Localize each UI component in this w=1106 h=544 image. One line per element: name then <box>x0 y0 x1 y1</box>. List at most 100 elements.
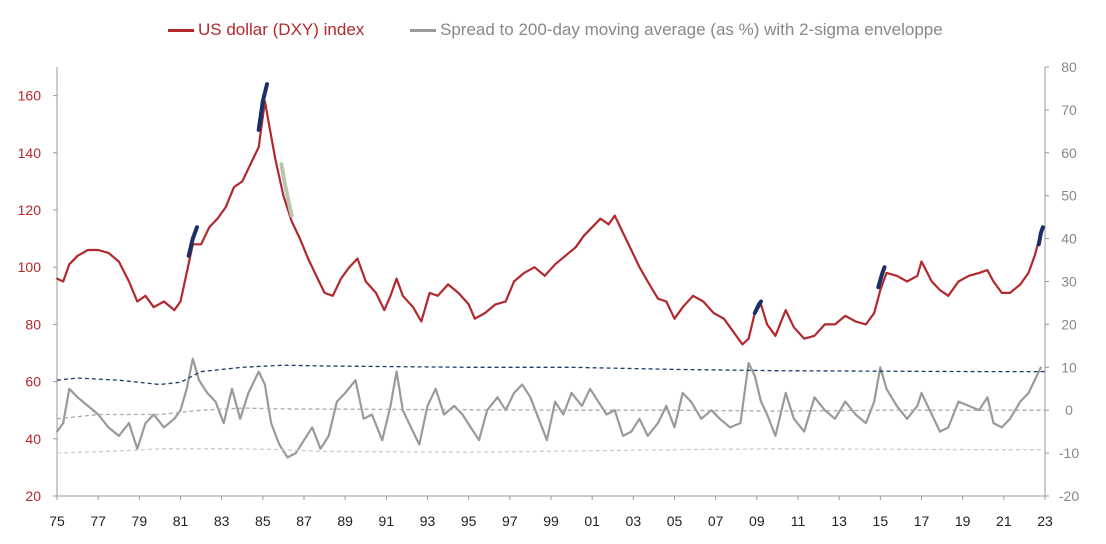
series-point-0 <box>76 254 79 257</box>
highlight-layer <box>186 82 1045 315</box>
series-point-1 <box>613 409 616 412</box>
series-point-1 <box>1040 366 1042 369</box>
series-point-0 <box>323 292 326 294</box>
series-point-0 <box>97 249 100 251</box>
series-point-1 <box>939 430 941 433</box>
series-point-1 <box>986 396 989 399</box>
series-point-1 <box>434 387 437 390</box>
series-point-0 <box>224 206 227 209</box>
series-point-1 <box>264 383 266 386</box>
series-point-1 <box>638 417 641 420</box>
series-point-1 <box>117 435 120 437</box>
series-point-1 <box>978 409 980 412</box>
y-right-tick-label: 40 <box>1061 231 1077 247</box>
series-point-1 <box>739 422 742 424</box>
y-right-tick-label: 20 <box>1061 316 1077 332</box>
series-point-0 <box>1033 254 1036 257</box>
series-point-1 <box>286 456 289 459</box>
series-point-0 <box>712 312 715 314</box>
series-point-1 <box>813 396 816 399</box>
series-point-1 <box>681 392 684 394</box>
x-tick-label: 01 <box>584 513 600 529</box>
series-point-1 <box>854 413 857 416</box>
series-point-1 <box>718 417 721 420</box>
series-point-1 <box>597 400 600 403</box>
series-point-0 <box>673 317 676 320</box>
series-point-1 <box>622 435 624 437</box>
series-point-1 <box>327 435 330 437</box>
series-point-1 <box>62 422 65 424</box>
series-point-0 <box>967 274 970 277</box>
series-point-1 <box>895 405 898 407</box>
y-left-tick-label: 80 <box>25 316 41 332</box>
series-point-0 <box>56 277 58 280</box>
series-point-0 <box>241 180 244 183</box>
series-point-1 <box>144 422 147 424</box>
series-point-0 <box>692 294 694 297</box>
series-point-0 <box>457 292 460 294</box>
series-point-0 <box>401 294 404 297</box>
series-point-1 <box>865 422 867 424</box>
highlight-segment-3 <box>876 265 887 290</box>
series-point-0 <box>290 220 293 223</box>
series-line-3 <box>56 407 1045 420</box>
legend-label-dxy: US dollar (DXY) index <box>198 20 365 39</box>
series-point-0 <box>823 323 826 326</box>
series-point-1 <box>496 396 499 399</box>
x-tick-label: 91 <box>379 513 395 529</box>
y-left-tick-label: 60 <box>25 374 41 390</box>
series-point-0 <box>865 323 867 326</box>
series-point-0 <box>574 246 577 249</box>
series-point-1 <box>294 452 297 454</box>
series-point-0 <box>813 334 816 337</box>
series-point-0 <box>930 280 933 283</box>
series-point-0 <box>233 186 235 189</box>
series-point-0 <box>916 274 919 277</box>
series-point-0 <box>268 123 270 126</box>
series-point-0 <box>107 252 110 254</box>
series-point-1 <box>774 435 777 437</box>
x-tick-label: 05 <box>667 513 683 529</box>
series-point-1 <box>381 439 384 442</box>
x-tick-label: 95 <box>461 513 477 529</box>
x-tick-label: 15 <box>873 513 889 529</box>
x-tick-label: 81 <box>173 513 189 529</box>
y-left-tick-label: 120 <box>18 202 42 218</box>
series-point-1 <box>257 370 260 373</box>
series-point-0 <box>607 223 610 226</box>
series-point-1 <box>270 422 272 424</box>
x-tick-label: 13 <box>831 513 847 529</box>
series-layer <box>56 100 1045 459</box>
series-line-4 <box>56 448 1045 454</box>
series-point-0 <box>622 232 624 234</box>
series-point-1 <box>344 392 347 394</box>
series-point-1 <box>191 357 194 360</box>
series-point-0 <box>564 254 567 257</box>
series-point-1 <box>747 362 750 364</box>
series-point-0 <box>879 289 882 291</box>
series-point-1 <box>823 409 826 412</box>
series-point-0 <box>364 280 367 283</box>
x-tick-label: 75 <box>49 513 65 529</box>
legend-label-spread: Spread to 200-day moving average (as %) … <box>440 20 943 39</box>
series-point-0 <box>173 309 176 311</box>
series-line-1 <box>56 357 1042 459</box>
series-point-1 <box>753 375 756 377</box>
series-point-1 <box>1019 400 1022 403</box>
series-point-0 <box>885 272 888 274</box>
series-point-1 <box>107 426 110 429</box>
series-point-1 <box>278 443 281 446</box>
y-right-tick-label: 50 <box>1061 188 1077 204</box>
series-point-0 <box>591 226 594 229</box>
y-left-tick-label: 160 <box>18 88 42 104</box>
x-tick-label: 21 <box>996 513 1012 529</box>
y-left-tick-label: 40 <box>25 431 41 447</box>
series-point-0 <box>733 332 736 334</box>
series-point-1 <box>690 400 692 403</box>
series-point-1 <box>185 387 188 390</box>
series-point-0 <box>340 277 342 280</box>
series-point-1 <box>665 405 668 407</box>
series-point-1 <box>879 366 882 369</box>
series-point-0 <box>920 260 923 263</box>
series-point-0 <box>784 309 787 311</box>
